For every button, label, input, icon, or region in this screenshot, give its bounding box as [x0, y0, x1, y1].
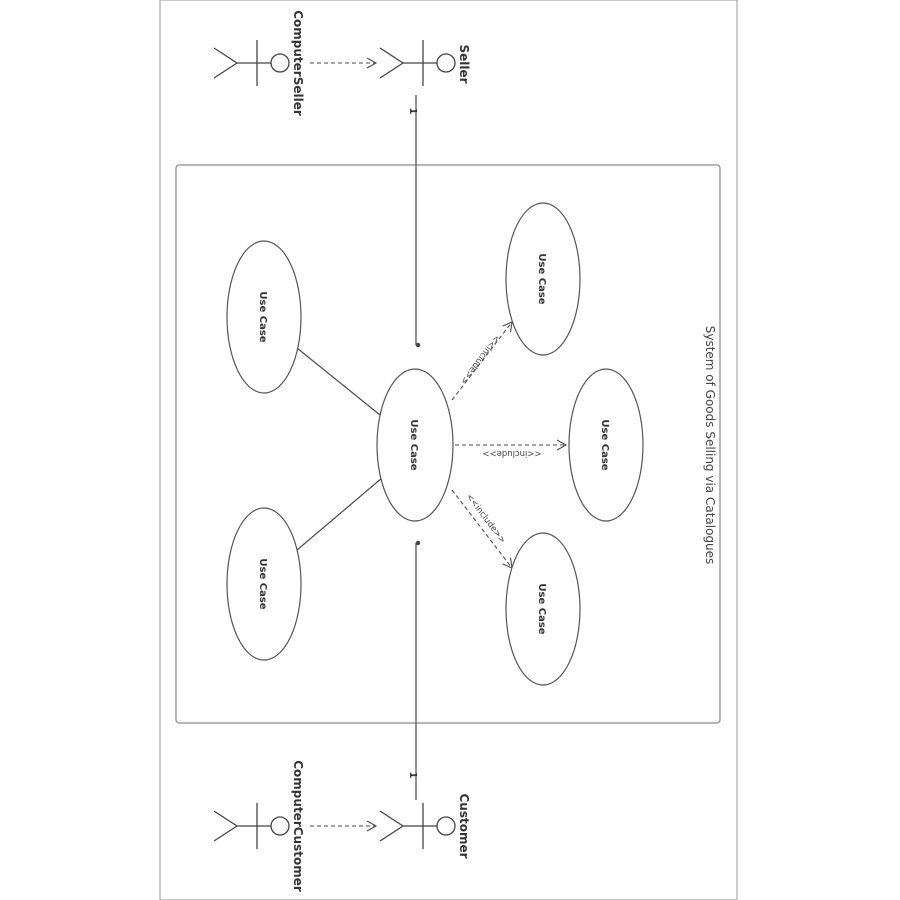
use-case-middle-right[interactable]: Use Case: [568, 368, 644, 522]
include-middle-label: <<include>>: [482, 448, 541, 458]
use-case-top-right-label: Use Case: [536, 253, 547, 304]
include-bottom-line[interactable]: [451, 489, 513, 569]
actor-computer-seller-icon: [213, 40, 290, 86]
use-case-central-label: Use Case: [408, 419, 419, 470]
actor-customer-label: Customer: [457, 793, 471, 858]
actor-seller-label: Seller: [457, 44, 471, 83]
use-case-bottom-right-label: Use Case: [536, 583, 547, 634]
actor-customer-icon: [379, 803, 456, 849]
actor-computer-seller-label: ComputerSeller: [291, 10, 305, 116]
use-case-top-left-label: Use Case: [257, 291, 268, 342]
actor-computer-customer[interactable]: ComputerCustomer: [213, 760, 305, 892]
actor-computer-customer-label: ComputerCustomer: [291, 760, 305, 892]
include-top-line[interactable]: [451, 321, 513, 401]
system-label: System of Goods Selling via Catalogues: [703, 326, 717, 565]
customer-association-end: [415, 540, 421, 546]
use-case-middle-right-label: Use Case: [599, 419, 610, 470]
actor-computer-customer-icon: [213, 803, 290, 849]
use-case-bottom-left[interactable]: Use Case: [226, 507, 302, 661]
actor-customer[interactable]: Customer: [379, 793, 471, 859]
use-case-central[interactable]: Use Case: [376, 368, 454, 522]
use-case-top-left[interactable]: Use Case: [226, 240, 302, 394]
use-case-bottom-left-label: Use Case: [257, 558, 268, 609]
actor-computer-seller[interactable]: ComputerSeller: [213, 10, 305, 116]
customer-multiplicity: 1: [407, 772, 418, 779]
seller-association-end: [415, 342, 421, 348]
association-bottom-left[interactable]: [296, 477, 383, 551]
association-top-left[interactable]: [296, 347, 381, 416]
actor-seller-icon: [379, 40, 456, 86]
seller-multiplicity: 1: [407, 108, 418, 115]
actor-seller[interactable]: Seller: [379, 40, 471, 86]
use-case-bottom-right[interactable]: Use Case: [505, 532, 581, 686]
use-case-top-right[interactable]: Use Case: [505, 202, 581, 356]
